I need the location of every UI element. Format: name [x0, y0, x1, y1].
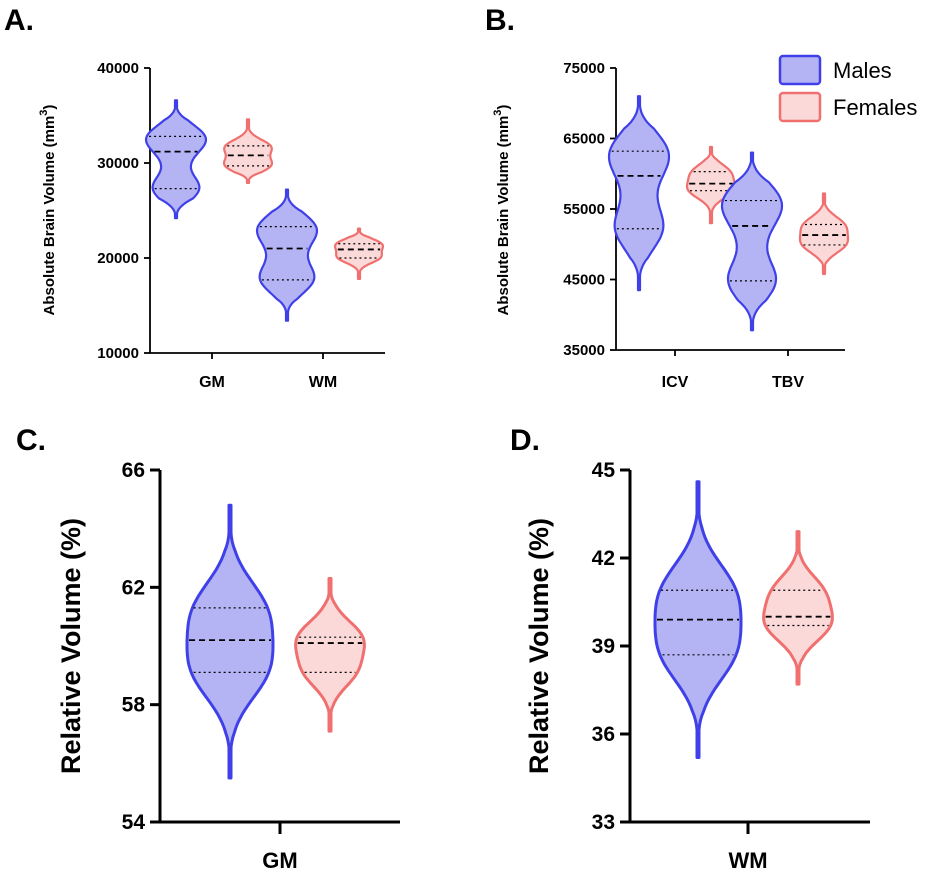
panel-a: A. Absolute Brain Volume (mm3) 10000 2000… — [4, 4, 385, 391]
violin-males-wm — [255, 188, 319, 322]
panel-c: C. Relative Volume (%) 54 58 62 66 GM — [16, 424, 400, 873]
violin-females-gm — [294, 577, 366, 733]
panel-c-ylabel: Relative Volume (%) — [56, 518, 86, 774]
y-tick-label: 33 — [592, 811, 615, 834]
y-tick-label: 36 — [592, 723, 615, 746]
y-tick-label: 58 — [122, 694, 146, 717]
panel-d-label: D. — [510, 424, 540, 457]
legend-swatch-males — [778, 54, 822, 86]
violin-males-gm — [144, 99, 208, 220]
panel-b-plot: 35000 45000 55000 65000 75000 ICV TBV — [563, 60, 850, 391]
violin-males-icv — [607, 95, 671, 292]
y-tick-label: 20000 — [97, 250, 139, 267]
x-tick-label: GM — [199, 374, 225, 391]
y-tick-label: 39 — [592, 635, 615, 658]
violin-males-gm — [185, 503, 275, 780]
y-tick-label: 55000 — [563, 201, 605, 218]
y-tick-label: 66 — [122, 459, 145, 482]
panel-d-plot: 33 36 39 42 45 WM — [592, 459, 870, 873]
y-tick-label: 62 — [122, 576, 145, 599]
panel-d: D. Relative Volume (%) 33 36 39 42 45 WM — [510, 424, 870, 873]
panel-a-plot: 10000 20000 30000 40000 GM WM — [97, 60, 385, 391]
panel-a-label: A. — [4, 4, 34, 37]
violin-females-wm — [762, 530, 834, 686]
y-tick-label: 54 — [122, 811, 146, 834]
panel-d-ylabel: Relative Volume (%) — [524, 518, 554, 774]
legend-swatch-females — [778, 91, 822, 123]
x-tick-label: WM — [728, 848, 767, 873]
x-tick-label: ICV — [662, 374, 689, 391]
panel-a-ylabel: Absolute Brain Volume (mm3) — [38, 105, 58, 316]
x-tick-label: WM — [309, 374, 337, 391]
violin-females-tbv — [798, 192, 850, 275]
panel-b-label: B. — [485, 4, 515, 37]
panel-c-label: C. — [16, 424, 46, 457]
panel-b: B. Absolute Brain Volume (mm3) 35000 4500… — [485, 4, 850, 391]
y-tick-label: 65000 — [563, 131, 605, 148]
y-tick-label: 10000 — [97, 345, 139, 362]
y-tick-label: 75000 — [563, 60, 605, 77]
y-tick-label: 45 — [592, 459, 616, 482]
y-tick-label: 45000 — [563, 272, 605, 289]
violin-males-tbv — [720, 151, 784, 332]
legend: Males Females — [778, 54, 917, 123]
panel-c-plot: 54 58 62 66 GM — [122, 459, 400, 873]
y-tick-label: 35000 — [563, 342, 605, 359]
panel-b-ylabel: Absolute Brain Volume (mm3) — [492, 105, 512, 316]
x-tick-label: GM — [262, 848, 297, 873]
y-tick-label: 30000 — [97, 155, 139, 172]
y-tick-label: 40000 — [97, 60, 139, 77]
violin-females-wm — [333, 227, 385, 280]
legend-label-males: Males — [833, 58, 892, 83]
x-tick-label: TBV — [772, 374, 804, 391]
y-tick-label: 42 — [592, 547, 615, 570]
violin-females-gm — [222, 118, 274, 184]
legend-label-females: Females — [833, 95, 917, 120]
